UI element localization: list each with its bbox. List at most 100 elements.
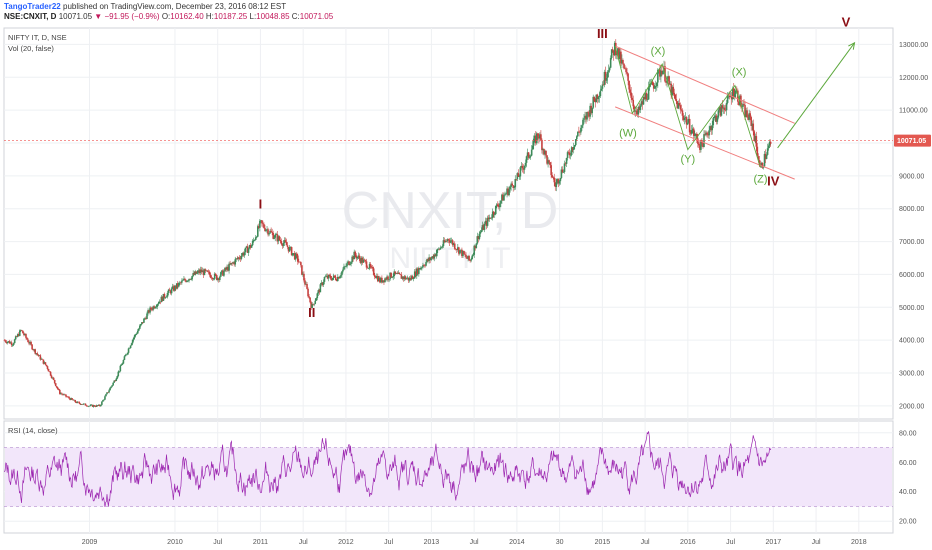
candle-body	[574, 139, 577, 145]
candle-body	[169, 290, 172, 294]
candle-body	[749, 113, 751, 118]
candle-body	[117, 371, 120, 377]
candle-body	[259, 220, 261, 228]
candle-body	[277, 236, 280, 242]
candle-body	[576, 136, 578, 140]
candle-body	[320, 282, 323, 285]
candle-body	[73, 400, 75, 401]
candle-body	[74, 400, 77, 403]
candle-body	[385, 278, 387, 280]
candle-body	[731, 88, 734, 100]
candle-body	[646, 99, 649, 101]
price-y-axis[interactable]: 2000.00 3000.00 4000.00 5000.00 6000.00 7000.…	[899, 42, 928, 410]
x-tick-label: 2018	[851, 539, 867, 546]
candle-body	[79, 403, 82, 405]
candle-body	[585, 115, 587, 120]
candle-body	[93, 405, 96, 407]
candle-body	[66, 396, 68, 398]
candle-body	[48, 371, 51, 372]
candle-body	[471, 255, 473, 260]
candle-body	[205, 270, 208, 272]
candle-body	[34, 349, 37, 354]
candle-body	[766, 148, 769, 155]
candle-body	[611, 49, 614, 51]
candle-body	[744, 105, 746, 118]
candle-body	[368, 264, 371, 269]
candle-body	[230, 262, 232, 265]
candle-body	[315, 298, 318, 301]
candle-body	[564, 163, 567, 165]
candle-body	[283, 240, 286, 243]
candle-body	[636, 110, 639, 115]
candle-body	[757, 156, 760, 161]
candle-body	[276, 234, 279, 242]
candle-body	[616, 54, 618, 56]
rsi-y-axis[interactable]: 20.00 40.00 60.00 80.00	[899, 430, 917, 525]
candle-body	[190, 279, 192, 280]
candle-body	[201, 270, 204, 273]
candle-body	[192, 273, 194, 276]
candle-body	[46, 366, 49, 369]
candle-body	[213, 273, 216, 279]
candle-body	[504, 194, 506, 196]
candle-body	[565, 158, 568, 164]
rsi-pane[interactable]: 20.00 40.00 60.00 80.00 RSI (14, close)	[3, 420, 917, 534]
candle-body	[509, 186, 511, 190]
candle-body	[536, 133, 538, 144]
candle-body	[55, 386, 58, 388]
candle-body	[550, 165, 552, 176]
candle-body	[730, 96, 733, 100]
candle-body	[447, 239, 450, 241]
candle-body	[250, 245, 253, 248]
candle-body	[429, 257, 431, 260]
candle-body	[216, 278, 219, 280]
candle-body	[326, 275, 329, 279]
price-pane[interactable]: CNXIT, D NIFTY IT 2000.00 3000.00 4000.00 5…	[3, 14, 931, 420]
x-tick-label: 30	[556, 539, 564, 546]
candle-body	[740, 95, 742, 107]
candle-body	[542, 149, 544, 151]
author-link[interactable]: TangoTrader22	[4, 2, 61, 11]
candle-body	[211, 277, 214, 280]
candle-body	[595, 94, 598, 103]
candle-body	[482, 225, 485, 230]
time-x-axis[interactable]: 2009 2010 Jul 2011 Jul 2012 Jul 2013 Jul 2014 30 20…	[82, 539, 867, 546]
candle-body	[645, 93, 648, 100]
candle-body	[129, 345, 132, 349]
candle-body	[473, 245, 476, 255]
candle-body	[559, 177, 562, 182]
candle-body	[164, 297, 167, 298]
candle-body	[161, 296, 164, 301]
candle-body	[221, 270, 223, 273]
candle-body	[632, 99, 635, 107]
candle-body	[626, 72, 628, 74]
candle-body	[265, 229, 267, 231]
candle-body	[767, 145, 770, 149]
candle-body	[84, 403, 87, 406]
candle-body	[260, 220, 262, 221]
candle-body	[50, 375, 53, 379]
candle-body	[103, 399, 105, 401]
candle-body	[99, 404, 101, 407]
candle-body	[158, 301, 161, 304]
candle-body	[371, 267, 374, 269]
candle-body	[489, 217, 492, 219]
candle-body	[525, 156, 528, 163]
candle-body	[677, 103, 680, 109]
candle-body	[511, 183, 513, 186]
candle-body	[362, 259, 365, 263]
candle-body	[562, 171, 565, 173]
candle-body	[32, 349, 34, 351]
candle-body	[505, 193, 507, 195]
candle-body	[699, 145, 701, 150]
candle-body	[206, 270, 209, 272]
candle-body	[591, 107, 593, 114]
candle-body	[438, 248, 441, 250]
candle-body	[314, 300, 317, 304]
candle-body	[202, 270, 205, 276]
candle-body	[490, 217, 493, 219]
candle-body	[692, 128, 695, 136]
close-label: C:	[291, 12, 300, 21]
candle-body	[296, 255, 299, 262]
